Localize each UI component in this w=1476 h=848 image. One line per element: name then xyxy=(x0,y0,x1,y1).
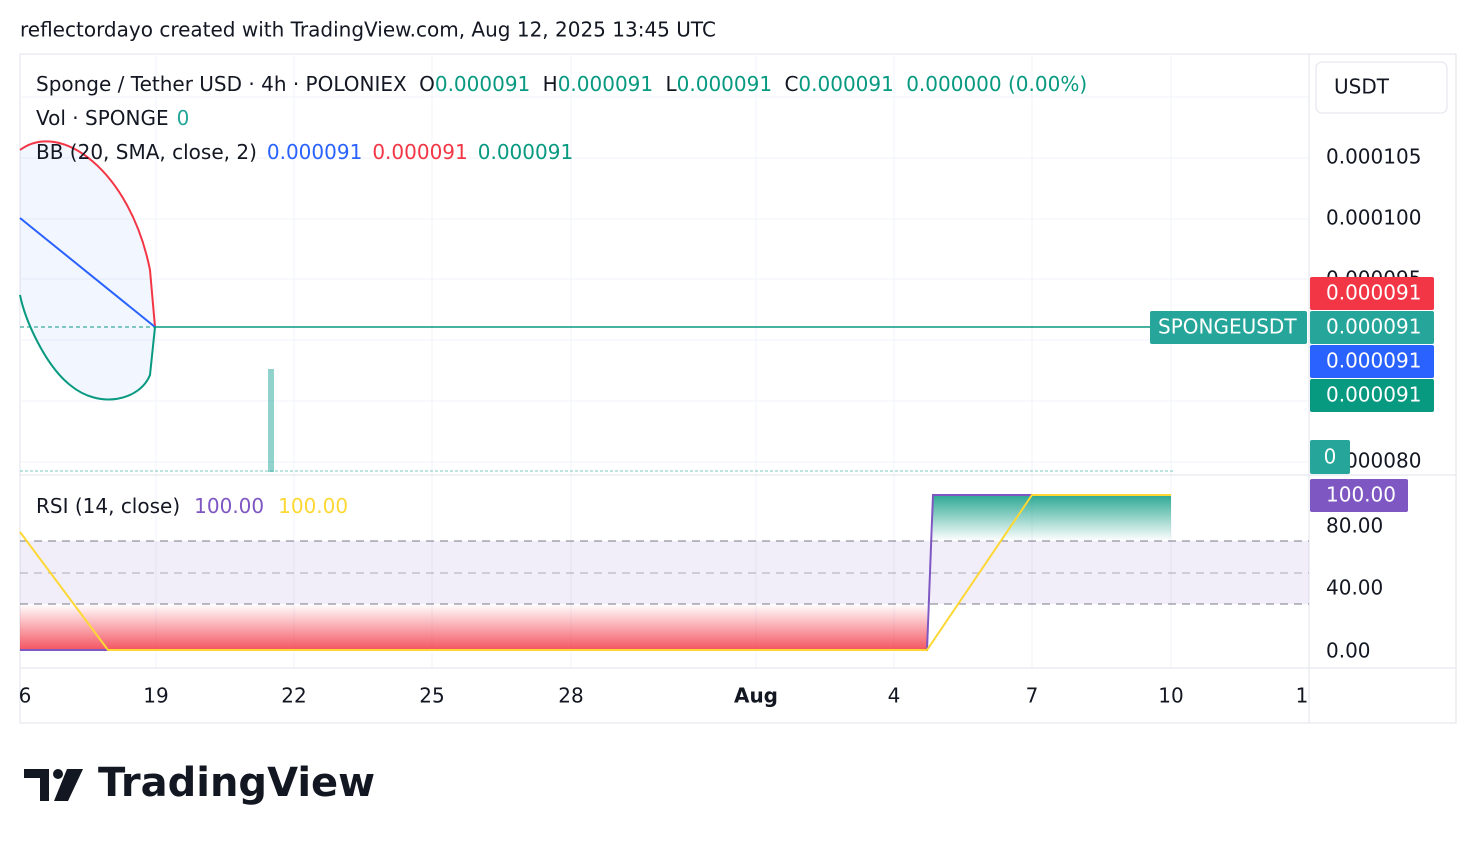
time-axis: 6 19 22 25 28 Aug 4 7 10 1 xyxy=(19,684,1309,708)
change: 0.000000 (0.00%) xyxy=(906,72,1087,96)
rsi-tick: 40.00 xyxy=(1326,576,1383,600)
rsi-tag xyxy=(1310,479,1408,512)
time-tick: Aug xyxy=(734,684,778,708)
bb-basis xyxy=(19,217,156,328)
basis-value: 0.000091 xyxy=(1326,349,1421,373)
ohlc-label: H xyxy=(543,72,558,96)
bb-legend: BB (20, SMA, close, 2) 0.000091 0.000091 0.… xyxy=(36,140,573,164)
time-tick: 22 xyxy=(281,684,306,708)
time-tick: 4 xyxy=(888,684,901,708)
rsi-oversold-fill xyxy=(20,604,927,650)
volume-value: 0 xyxy=(177,106,190,130)
bb-lower xyxy=(19,294,156,401)
ohlc-label: L xyxy=(665,72,677,96)
ohlc-value: 0.000091 xyxy=(798,72,893,96)
rsi-tick: 0.00 xyxy=(1326,639,1371,663)
price-tick: 0.000105 xyxy=(1326,145,1421,169)
lower-value: 0.000091 xyxy=(1326,383,1421,407)
symbol: Sponge / Tether USD · 4h · POLONIEX xyxy=(36,72,407,96)
rsi-ma-value: 100.00 xyxy=(278,494,348,518)
bb-label: BB (20, SMA, close, 2) xyxy=(36,140,257,164)
bb-fill xyxy=(20,141,155,400)
rsi-overbought-fill xyxy=(933,495,1171,541)
rsi-tick: 80.00 xyxy=(1326,514,1383,538)
bb-upper xyxy=(19,140,156,328)
volume-tag xyxy=(1310,440,1350,474)
last-tag xyxy=(1310,311,1434,344)
volume-bar xyxy=(268,369,274,472)
bb-value: 0.000091 xyxy=(372,140,467,164)
brand: TradingView xyxy=(98,760,375,806)
grid xyxy=(20,54,1309,668)
ohlc-label: C xyxy=(784,72,798,96)
upper-tag xyxy=(1310,277,1434,310)
upper-value: 0.000091 xyxy=(1326,281,1421,305)
time-tick: 6 xyxy=(19,684,32,708)
symbol-tag xyxy=(1150,311,1307,344)
ohlc-label: O xyxy=(419,72,435,96)
time-tick: 7 xyxy=(1026,684,1039,708)
time-tick: 28 xyxy=(558,684,583,708)
ohlc-value: 0.000091 xyxy=(558,72,653,96)
volume-label: Vol · SPONGE xyxy=(36,106,169,130)
rsi-last: 100.00 xyxy=(1326,483,1396,507)
time-tick: 25 xyxy=(419,684,444,708)
time-tick: 10 xyxy=(1158,684,1183,708)
time-tick: 19 xyxy=(143,684,168,708)
legend-line: Sponge / Tether USD · 4h · POLONIEX O0.0… xyxy=(36,72,1087,96)
ohlc-value: 0.000091 xyxy=(677,72,772,96)
bb-value: 0.000091 xyxy=(267,140,362,164)
rsi-value: 100.00 xyxy=(194,494,264,518)
rsi-label: RSI (14, close) xyxy=(36,494,180,518)
ohlc-value: 0.000091 xyxy=(435,72,530,96)
volume-tag-text: 0 xyxy=(1324,445,1337,469)
bb-value: 0.000091 xyxy=(478,140,573,164)
volume-legend: Vol · SPONGE 0 xyxy=(36,106,189,130)
symbol-tag-text: SPONGEUSDT xyxy=(1158,315,1297,339)
lower-tag xyxy=(1310,379,1434,412)
last-value: 0.000091 xyxy=(1326,315,1421,339)
time-tick: 1 xyxy=(1296,684,1309,708)
price-tick: 0.000100 xyxy=(1326,206,1421,230)
logo xyxy=(24,769,83,801)
currency: USDT xyxy=(1334,75,1390,99)
rsi-legend: RSI (14, close) 100.00 100.00 xyxy=(36,494,348,518)
basis-tag xyxy=(1310,345,1434,378)
caption: reflectordayo created with TradingView.c… xyxy=(20,18,716,42)
rsi-ma-line xyxy=(19,494,1171,651)
currency-button[interactable] xyxy=(1315,61,1448,114)
